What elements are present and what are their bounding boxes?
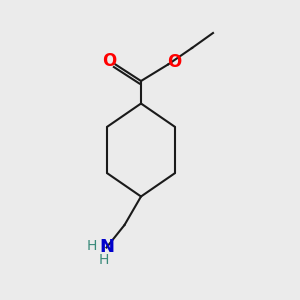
- Text: O: O: [167, 53, 181, 71]
- Text: N: N: [99, 238, 114, 256]
- Text: O: O: [102, 52, 117, 70]
- Text: H: H: [87, 239, 97, 253]
- Text: H: H: [99, 253, 109, 267]
